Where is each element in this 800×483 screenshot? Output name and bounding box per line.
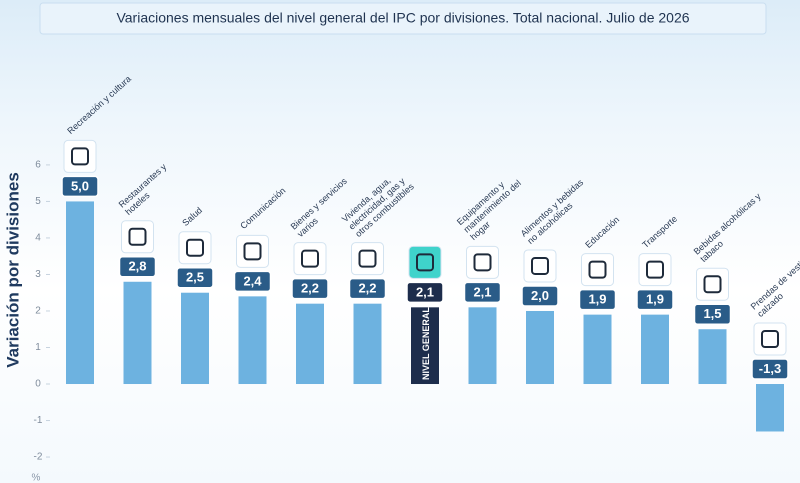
y-tick-label: 3 — [35, 269, 41, 280]
value-label: 2,4 — [243, 273, 262, 288]
value-label: 1,9 — [646, 292, 664, 307]
value-label-box — [751, 358, 789, 380]
icon-box — [351, 242, 384, 276]
icon-glyph — [416, 253, 434, 272]
title-box — [39, 2, 767, 35]
value-label: -1,3 — [759, 361, 781, 376]
icon-box — [581, 253, 614, 287]
value-label: 2,1 — [416, 284, 434, 299]
icon-glyph — [186, 238, 204, 257]
y-unit: % — [32, 473, 41, 483]
icon-glyph — [531, 256, 549, 275]
icon-glyph — [473, 253, 492, 272]
bar — [583, 314, 612, 385]
icon-box — [178, 231, 212, 265]
value-label-box — [233, 270, 272, 293]
icon-glyph — [588, 260, 607, 279]
icon-glyph — [646, 260, 664, 279]
bar — [66, 201, 94, 385]
y-tick-label: -1 — [34, 415, 43, 426]
bar — [123, 281, 152, 385]
value-label-box — [578, 288, 617, 311]
icon-glyph — [71, 147, 89, 166]
icon-glyph — [301, 249, 319, 268]
value-label-box — [406, 281, 444, 304]
bar — [411, 307, 439, 385]
value-label-box — [463, 281, 502, 304]
icon-box — [753, 322, 787, 356]
y-tick-label: 2 — [35, 306, 41, 317]
value-label: 5,0 — [71, 178, 89, 193]
chart-title: Variaciones mensuales del nivel general … — [116, 10, 689, 26]
bar — [238, 296, 267, 385]
icon-box — [466, 245, 499, 279]
bar — [353, 303, 382, 385]
value-label: 2,2 — [358, 281, 376, 296]
y-tick-label: 5 — [35, 196, 41, 207]
icon-box — [523, 249, 557, 283]
y-tick-label: 4 — [35, 233, 41, 244]
y-tick-label: 0 — [35, 379, 41, 390]
value-label-box — [118, 256, 157, 278]
value-label-box — [693, 303, 732, 325]
category-label: NIVEL GENERAL — [421, 307, 431, 380]
icon-box — [293, 242, 327, 276]
value-label: 2,2 — [301, 281, 319, 296]
bar — [468, 307, 497, 385]
bar — [641, 314, 669, 385]
icon-glyph — [243, 242, 262, 261]
bar — [756, 384, 784, 432]
value-label-box — [291, 277, 329, 300]
value-label-box — [61, 175, 99, 198]
icon-box — [121, 220, 154, 254]
value-label-box — [636, 288, 674, 311]
y-tick-label: -2 — [34, 452, 43, 463]
icon-glyph — [703, 275, 722, 294]
icon-box — [638, 253, 672, 287]
value-label-box — [348, 277, 387, 300]
value-label: 2,8 — [128, 259, 146, 274]
value-label: 2,5 — [186, 270, 204, 285]
icon-box — [63, 139, 97, 173]
value-label: 2,1 — [473, 284, 491, 299]
value-label: 2,0 — [531, 288, 549, 303]
y-tick-label: 1 — [35, 342, 41, 353]
y-axis-label: Variación por divisiones — [3, 172, 22, 368]
value-label: 1,5 — [703, 306, 721, 321]
bar — [296, 303, 324, 385]
bar — [181, 292, 209, 385]
value-label-box — [521, 285, 559, 307]
value-label-box — [176, 266, 214, 289]
icon-glyph — [761, 330, 779, 349]
icon-box — [236, 234, 269, 268]
icon-glyph — [128, 227, 147, 246]
icon-box — [408, 245, 442, 279]
icon-glyph — [358, 249, 377, 268]
icon-box — [696, 267, 729, 301]
y-tick-label: 6 — [35, 160, 41, 171]
value-label: 1,9 — [588, 292, 606, 307]
bar — [526, 310, 554, 385]
bar — [698, 329, 727, 385]
